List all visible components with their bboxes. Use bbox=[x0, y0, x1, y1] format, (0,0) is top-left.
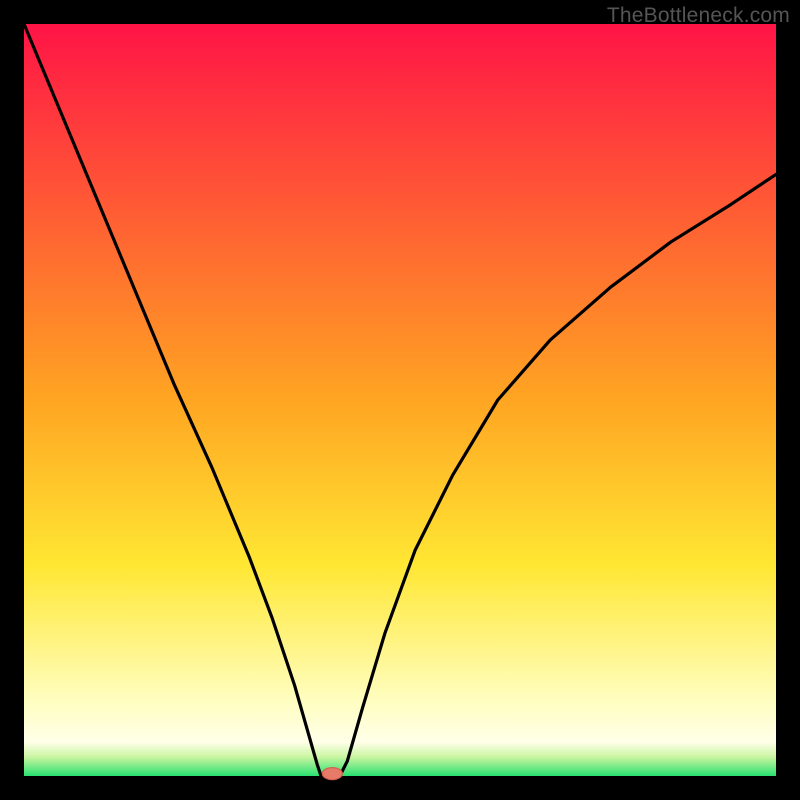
bottleneck-chart bbox=[0, 0, 800, 800]
chart-container: TheBottleneck.com bbox=[0, 0, 800, 800]
watermark-text: TheBottleneck.com bbox=[607, 4, 790, 28]
plot-background bbox=[24, 24, 776, 776]
optimal-marker bbox=[322, 768, 342, 780]
